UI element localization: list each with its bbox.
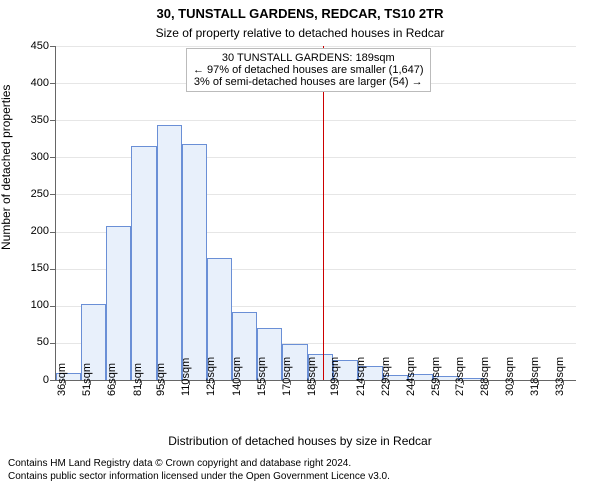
- y-tick: [50, 232, 55, 233]
- y-tick-label: 300: [21, 151, 49, 163]
- y-tick-label: 450: [21, 40, 49, 52]
- y-tick: [50, 343, 55, 344]
- histogram-bar: [157, 125, 182, 380]
- annotation-line-1: 30 TUNSTALL GARDENS: 189sqm: [193, 52, 424, 64]
- x-axis-label: Distribution of detached houses by size …: [0, 434, 600, 448]
- y-tick: [50, 120, 55, 121]
- chart-subtitle: Size of property relative to detached ho…: [0, 26, 600, 40]
- histogram-bar: [182, 144, 207, 380]
- y-tick-label: 250: [21, 188, 49, 200]
- plot-area: 30 TUNSTALL GARDENS: 189sqm ← 97% of det…: [55, 46, 576, 381]
- reference-line: [323, 46, 324, 380]
- annotation-line-3: 3% of semi-detached houses are larger (5…: [193, 76, 424, 88]
- y-tick-label: 350: [21, 114, 49, 126]
- y-tick-label: 400: [21, 77, 49, 89]
- y-tick-label: 50: [21, 336, 49, 348]
- y-tick: [50, 194, 55, 195]
- grid-line: [56, 120, 576, 121]
- footer-line-1: Contains HM Land Registry data © Crown c…: [8, 458, 390, 471]
- histogram-bar: [106, 226, 131, 380]
- footer-line-2: Contains public sector information licen…: [8, 471, 390, 484]
- grid-line: [56, 46, 576, 47]
- y-tick: [50, 269, 55, 270]
- y-tick-label: 0: [21, 374, 49, 386]
- chart-page: { "chart": { "type": "histogram", "title…: [0, 0, 600, 500]
- annotation-line-2: ← 97% of detached houses are smaller (1,…: [193, 64, 424, 76]
- y-tick: [50, 157, 55, 158]
- y-tick-label: 200: [21, 225, 49, 237]
- y-tick: [50, 83, 55, 84]
- y-axis-label: Number of detached properties: [0, 85, 13, 250]
- y-tick: [50, 306, 55, 307]
- histogram-bar: [131, 146, 156, 380]
- y-tick: [50, 380, 55, 381]
- annotation-box: 30 TUNSTALL GARDENS: 189sqm ← 97% of det…: [186, 48, 431, 92]
- y-tick-label: 150: [21, 262, 49, 274]
- footer: Contains HM Land Registry data © Crown c…: [8, 458, 390, 483]
- y-tick-label: 100: [21, 299, 49, 311]
- y-tick: [50, 46, 55, 47]
- chart-title: 30, TUNSTALL GARDENS, REDCAR, TS10 2TR: [0, 6, 600, 21]
